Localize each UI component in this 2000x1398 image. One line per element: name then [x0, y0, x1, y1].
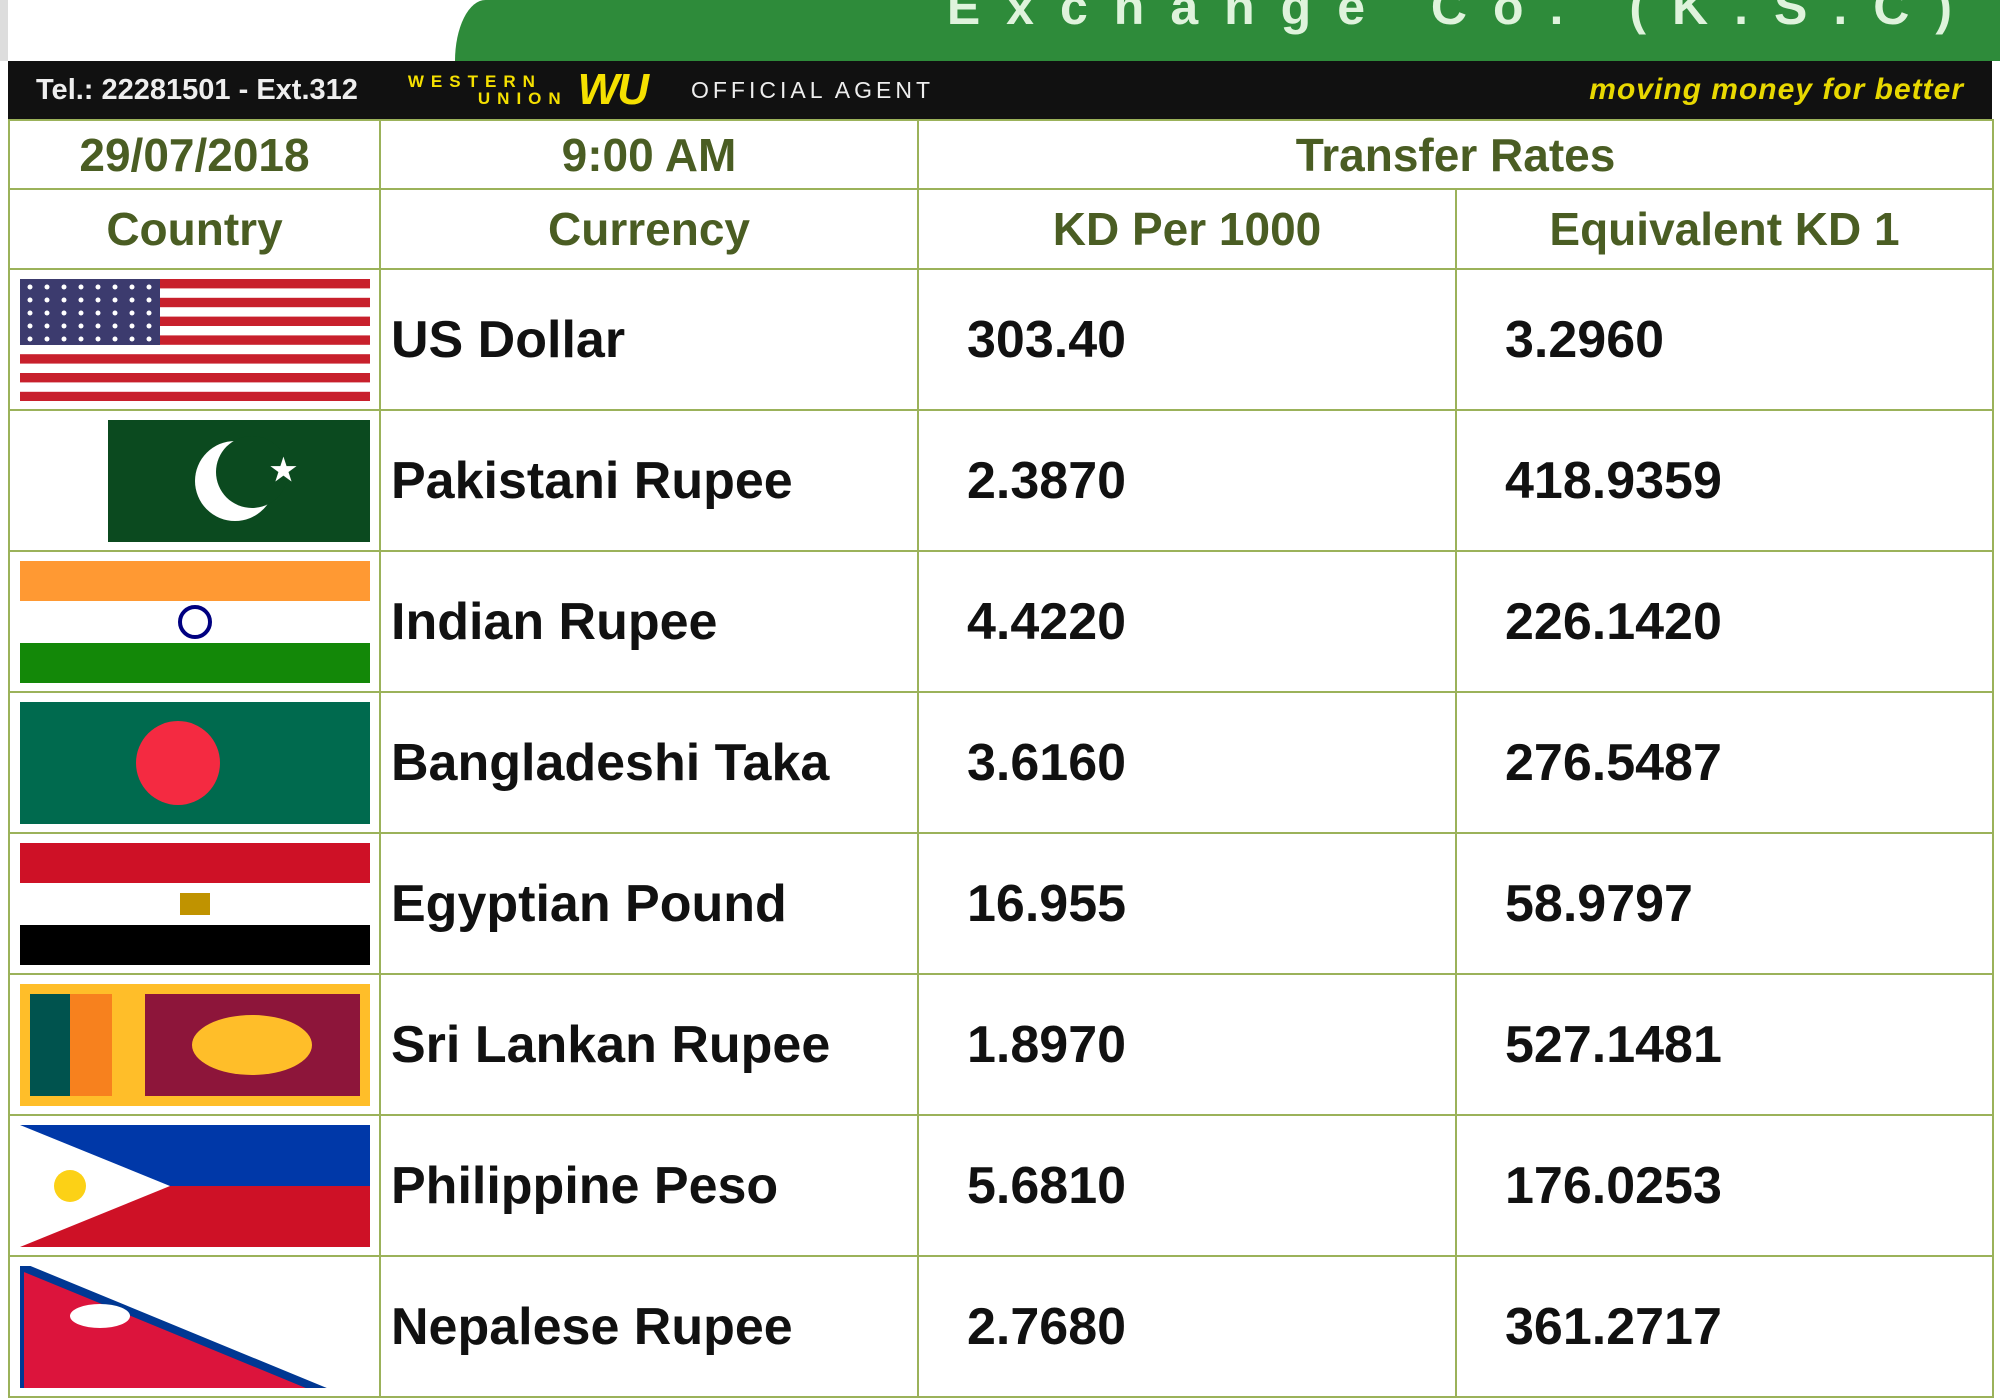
- col-kd-per-1000: KD Per 1000: [917, 188, 1457, 270]
- bangladesh-flag-icon: [20, 701, 370, 824]
- info-bar: Tel.: 22281501 - Ext.312 WESTERN UNION WU…: [8, 61, 1992, 119]
- pakistan-flag-icon: ★: [108, 419, 370, 542]
- country-cell: [8, 550, 381, 693]
- col-currency: Currency: [379, 188, 919, 270]
- table-row: Bangladeshi Taka 3.6160 276.5487: [8, 691, 1995, 834]
- equivalent-value: 418.9359: [1454, 409, 1995, 552]
- company-name: Exchange Co. (K.S.C): [946, 0, 1978, 35]
- equivalent-value: 58.9797: [1454, 832, 1995, 975]
- kd-per-1000-value: 303.40: [917, 268, 1457, 411]
- kd-per-1000-value: 2.7680: [917, 1255, 1457, 1398]
- table-row: Egyptian Pound 16.955 58.9797: [8, 832, 1995, 975]
- equivalent-value: 226.1420: [1454, 550, 1995, 693]
- kd-per-1000-value: 4.4220: [917, 550, 1457, 693]
- country-cell: [8, 1255, 381, 1398]
- egypt-flag-icon: [20, 842, 370, 965]
- table-row: ★ Pakistani Rupee 2.3870 418.9359: [8, 409, 1995, 552]
- official-agent: OFFICIAL AGENT: [690, 76, 934, 103]
- currency-name: US Dollar: [379, 268, 919, 411]
- equivalent-value: 176.0253: [1454, 1114, 1995, 1257]
- wu-line1: WESTERN: [407, 72, 542, 91]
- green-banner: Exchange Co. (K.S.C): [455, 0, 2000, 61]
- currency-name: Egyptian Pound: [379, 832, 919, 975]
- currency-name: Sri Lankan Rupee: [379, 973, 919, 1116]
- kd-per-1000-value: 1.8970: [917, 973, 1457, 1116]
- rates-table: 29/07/2018 9:00 AM Transfer Rates Countr…: [8, 119, 1995, 1398]
- western-union-logo: WESTERN UNION WU: [407, 65, 649, 115]
- country-cell: ★: [8, 409, 381, 552]
- header-banner: Exchange Co. (K.S.C): [0, 0, 2000, 61]
- wu-mark: WU: [577, 65, 649, 114]
- equivalent-value: 361.2717: [1454, 1255, 1995, 1398]
- india-flag-icon: [20, 560, 370, 683]
- telephone: Tel.: 22281501 - Ext.312: [36, 73, 358, 106]
- currency-name: Philippine Peso: [379, 1114, 919, 1257]
- col-country: Country: [8, 188, 381, 270]
- nepal-flag-icon: [20, 1265, 327, 1388]
- philippines-flag-icon: [20, 1124, 370, 1247]
- country-cell: [8, 268, 381, 411]
- table-row: Indian Rupee 4.4220 226.1420: [8, 550, 1995, 693]
- svg-text:★: ★: [270, 454, 297, 487]
- sri-lanka-flag-icon: [20, 983, 370, 1106]
- kd-per-1000-value: 3.6160: [917, 691, 1457, 834]
- country-cell: [8, 691, 381, 834]
- kd-per-1000-value: 2.3870: [917, 409, 1457, 552]
- table-row: Philippine Peso 5.6810 176.0253: [8, 1114, 1995, 1257]
- section-title: Transfer Rates: [916, 119, 1995, 190]
- table-row: Nepalese Rupee 2.7680 361.2717: [8, 1255, 1995, 1398]
- table-row: Sri Lankan Rupee 1.8970 527.1481: [8, 973, 1995, 1116]
- usa-flag-icon: [20, 278, 370, 401]
- table-row: US Dollar 303.40 3.2960: [8, 268, 1995, 411]
- equivalent-value: 276.5487: [1454, 691, 1995, 834]
- currency-name: Bangladeshi Taka: [379, 691, 919, 834]
- equivalent-value: 3.2960: [1454, 268, 1995, 411]
- country-cell: [8, 1114, 381, 1257]
- time: 9:00 AM: [379, 119, 919, 190]
- currency-name: Nepalese Rupee: [379, 1255, 919, 1398]
- date: 29/07/2018: [8, 119, 381, 190]
- tagline: moving money for better: [1589, 73, 1964, 106]
- currency-name: Pakistani Rupee: [379, 409, 919, 552]
- kd-per-1000-value: 5.6810: [917, 1114, 1457, 1257]
- col-equivalent: Equivalent KD 1: [1454, 188, 1995, 270]
- country-cell: [8, 832, 381, 975]
- wu-line2: UNION: [477, 89, 568, 108]
- kd-per-1000-value: 16.955: [917, 832, 1457, 975]
- currency-name: Indian Rupee: [379, 550, 919, 693]
- country-cell: [8, 973, 381, 1116]
- equivalent-value: 527.1481: [1454, 973, 1995, 1116]
